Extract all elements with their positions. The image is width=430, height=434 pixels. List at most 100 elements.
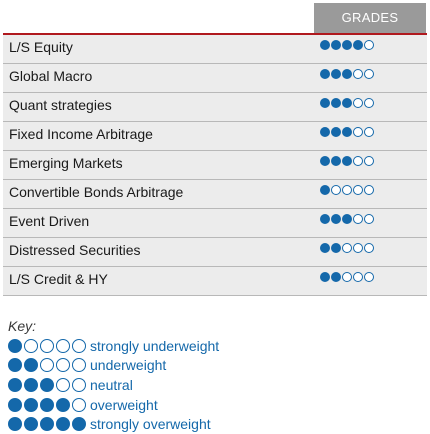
strategy-name: Distressed Securities (9, 242, 141, 258)
filled-dot-icon (8, 377, 22, 392)
filled-dot-icon (320, 98, 330, 108)
grade-row: Convertible Bonds Arbitrage (3, 180, 427, 209)
grade-dots (320, 127, 375, 137)
strategy-name: Global Macro (9, 68, 93, 84)
empty-dot-icon (72, 377, 86, 392)
filled-dot-icon (342, 127, 352, 137)
filled-dot-icon (331, 214, 341, 224)
strategy-name: L/S Credit & HY (9, 271, 108, 287)
filled-dot-icon (320, 214, 330, 224)
filled-dot-icon (320, 69, 330, 79)
strategy-name: Event Driven (9, 213, 90, 229)
grade-dots (320, 185, 375, 195)
filled-dot-icon (353, 40, 363, 50)
key-dots (8, 358, 88, 373)
filled-dot-icon (8, 358, 22, 373)
key-legend: strongly underweight underweight neutral… (8, 336, 219, 434)
grade-dots (320, 156, 375, 166)
empty-dot-icon (364, 243, 374, 253)
key-item: overweight (8, 395, 219, 415)
empty-dot-icon (353, 214, 363, 224)
filled-dot-icon (320, 156, 330, 166)
empty-dot-icon (40, 338, 54, 353)
filled-dot-icon (24, 417, 38, 432)
grade-dots (320, 243, 375, 253)
grade-row: Emerging Markets (3, 151, 427, 180)
filled-dot-icon (40, 417, 54, 432)
empty-dot-icon (72, 338, 86, 353)
key-label: underweight (90, 357, 167, 374)
filled-dot-icon (342, 156, 352, 166)
filled-dot-icon (342, 69, 352, 79)
empty-dot-icon (364, 40, 374, 50)
filled-dot-icon (331, 98, 341, 108)
filled-dot-icon (342, 98, 352, 108)
filled-dot-icon (40, 377, 54, 392)
key-item: strongly overweight (8, 414, 219, 434)
grade-row: Global Macro (3, 64, 427, 93)
empty-dot-icon (353, 98, 363, 108)
key-dots (8, 397, 88, 412)
strategy-name: Fixed Income Arbitrage (9, 126, 153, 142)
key-item: underweight (8, 356, 219, 376)
filled-dot-icon (342, 40, 352, 50)
empty-dot-icon (364, 185, 374, 195)
empty-dot-icon (364, 272, 374, 282)
empty-dot-icon (342, 243, 352, 253)
filled-dot-icon (56, 417, 70, 432)
key-label: neutral (90, 376, 133, 393)
filled-dot-icon (320, 185, 330, 195)
grade-row: L/S Credit & HY (3, 267, 427, 296)
filled-dot-icon (24, 397, 38, 412)
strategy-name: L/S Equity (9, 39, 73, 55)
grades-table: L/S Equity Global Macro Quant strategies… (3, 35, 427, 296)
empty-dot-icon (364, 127, 374, 137)
empty-dot-icon (364, 214, 374, 224)
empty-dot-icon (364, 98, 374, 108)
grade-dots (320, 98, 375, 108)
empty-dot-icon (72, 397, 86, 412)
grade-dots (320, 272, 375, 282)
filled-dot-icon (320, 40, 330, 50)
grade-row: Quant strategies (3, 93, 427, 122)
empty-dot-icon (24, 338, 38, 353)
key-dots (8, 377, 88, 392)
filled-dot-icon (8, 397, 22, 412)
filled-dot-icon (320, 243, 330, 253)
key-item: neutral (8, 375, 219, 395)
filled-dot-icon (320, 127, 330, 137)
filled-dot-icon (320, 272, 330, 282)
key-dots (8, 338, 88, 353)
filled-dot-icon (72, 417, 86, 432)
grade-row: Event Driven (3, 209, 427, 238)
key-label: strongly overweight (90, 416, 211, 433)
empty-dot-icon (72, 358, 86, 373)
empty-dot-icon (353, 185, 363, 195)
filled-dot-icon (342, 214, 352, 224)
strategy-name: Quant strategies (9, 97, 112, 113)
empty-dot-icon (56, 358, 70, 373)
empty-dot-icon (342, 185, 352, 195)
empty-dot-icon (56, 377, 70, 392)
filled-dot-icon (331, 272, 341, 282)
key-dots (8, 417, 88, 432)
filled-dot-icon (331, 243, 341, 253)
empty-dot-icon (331, 185, 341, 195)
empty-dot-icon (56, 338, 70, 353)
grade-row: Distressed Securities (3, 238, 427, 267)
filled-dot-icon (8, 338, 22, 353)
empty-dot-icon (342, 272, 352, 282)
filled-dot-icon (331, 40, 341, 50)
filled-dot-icon (331, 156, 341, 166)
key-title: Key: (8, 318, 37, 334)
grade-dots (320, 40, 375, 50)
filled-dot-icon (24, 377, 38, 392)
grades-header-label: GRADES (341, 10, 399, 25)
empty-dot-icon (353, 272, 363, 282)
grade-dots (320, 69, 375, 79)
empty-dot-icon (353, 69, 363, 79)
filled-dot-icon (331, 69, 341, 79)
header-divider (3, 33, 427, 35)
grade-row: Fixed Income Arbitrage (3, 122, 427, 151)
empty-dot-icon (353, 156, 363, 166)
